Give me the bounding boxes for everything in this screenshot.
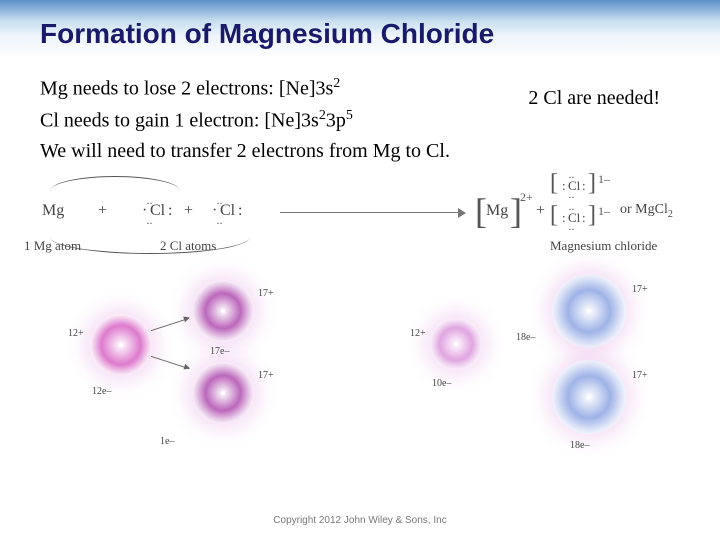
plus-2: + [184,202,193,220]
plus-1: + [98,202,107,220]
reaction-arrow [280,212,460,213]
electron-arrow-2 [151,356,189,369]
lewis-cl-1: Cl [150,202,165,220]
or-formula: or MgCl2 [620,202,673,220]
page-title: Formation of Magnesium Chloride [40,18,690,50]
mg-atom-before [90,314,152,376]
atom-area: 12+ 12e– 17+ 17e– 17+ 1e– 12+ 10e– 17+ 1… [0,266,720,466]
electron-arrow-1 [151,318,189,331]
needed-callout: 2 Cl are needed! [528,84,660,113]
mg-ion-after [430,318,482,370]
lewis-cl-2: Cl [220,202,235,220]
label-product: Magnesium chloride [550,238,657,254]
cl-ion-after-2 [552,360,626,434]
cl-atom-before-2 [192,362,254,424]
diagram-area: Mg + ·· · Cl : ·· + ·· · Cl : ·· [ Mg ] … [0,176,720,476]
label-cl-atoms: 2 Cl atoms [160,238,216,254]
lewis-mg: Mg [42,202,64,220]
plus-3: + [536,202,545,220]
copyright: Copyright 2012 John Wiley & Sons, Inc [0,515,720,526]
title-bar: Formation of Magnesium Chloride [0,0,720,60]
label-mg-atom: 1 Mg atom [24,238,81,254]
line-3: We will need to transfer 2 electrons fro… [40,137,680,166]
cl-ion-after-1 [552,274,626,348]
reaction-arrow-head [458,208,466,218]
lewis-mg-ion: Mg [486,202,508,220]
cl-atom-before-1 [192,280,254,342]
lewis-row: Mg + ·· · Cl : ·· + ·· · Cl : ·· [ Mg ] … [20,184,700,244]
body-text: Mg needs to lose 2 electrons: [Ne]3s2 Cl… [0,60,720,166]
